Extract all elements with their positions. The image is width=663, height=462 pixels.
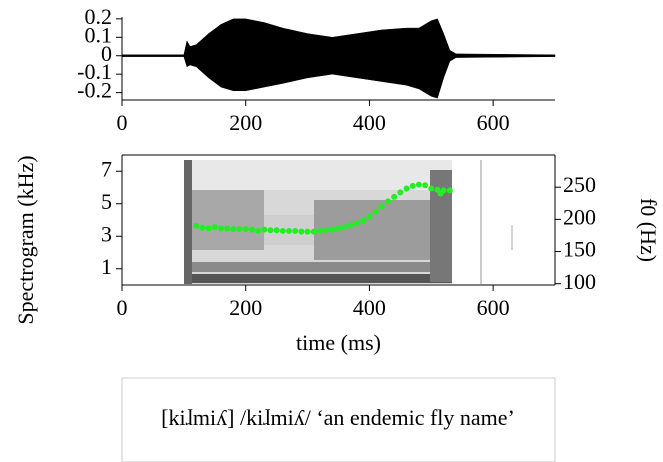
- f0-point: [242, 226, 249, 233]
- f0-point: [255, 227, 262, 234]
- y2-tick-label: 200: [563, 204, 596, 229]
- f0-point: [217, 225, 224, 232]
- f0-point: [292, 227, 299, 234]
- f0-point: [329, 226, 336, 233]
- f0-point: [199, 224, 206, 231]
- y2-tick-label: 100: [563, 269, 596, 294]
- f0-point: [193, 222, 200, 229]
- f0-point: [391, 193, 398, 200]
- f0-point: [248, 226, 255, 233]
- f0-point: [341, 224, 348, 231]
- y-tick-label: 0.1: [85, 22, 113, 47]
- f0-point: [378, 203, 385, 210]
- f0-point: [403, 185, 410, 192]
- x-tick-label: 200: [229, 110, 262, 135]
- x-tick-label: 0: [117, 110, 128, 135]
- waveform: [121, 55, 556, 99]
- y-axis-label: Spectrogram (kHz): [13, 155, 38, 324]
- x-tick-label: 600: [477, 295, 510, 320]
- f0-point: [415, 181, 422, 188]
- f0-point: [304, 228, 311, 235]
- f0-point: [347, 222, 354, 229]
- f0-point: [261, 226, 268, 233]
- f0-point: [267, 227, 274, 234]
- x-tick-label: 600: [477, 110, 510, 135]
- f0-point: [298, 228, 305, 235]
- f0-point: [446, 187, 453, 194]
- f0-point: [384, 198, 391, 205]
- f0-point: [372, 208, 379, 215]
- y-tick-label: 1: [101, 254, 112, 279]
- y-tick-label: -0.1: [77, 59, 112, 84]
- y2-tick-label: 250: [563, 172, 596, 197]
- f0-point: [316, 227, 323, 234]
- f0-point: [428, 185, 435, 192]
- f0-point: [440, 187, 447, 194]
- waveform: [121, 18, 556, 56]
- spectrogram-image: [184, 160, 513, 284]
- f0-point: [236, 226, 243, 233]
- f0-point: [205, 225, 212, 232]
- f0-point: [422, 182, 429, 189]
- f0-point: [354, 220, 361, 227]
- caption-box: [121, 377, 556, 462]
- f0-point: [335, 225, 342, 232]
- f0-point: [360, 217, 367, 224]
- f0-point: [224, 225, 231, 232]
- x-tick-label: 400: [353, 295, 386, 320]
- y2-axis-label: f0 (Hz): [636, 198, 661, 262]
- x-tick-label: 400: [353, 110, 386, 135]
- x-tick-label: 0: [117, 295, 128, 320]
- y-tick-label: -0.2: [77, 78, 112, 103]
- x-axis-label: time (ms): [296, 330, 381, 355]
- f0-point: [286, 227, 293, 234]
- caption: [kiɺmiʎ] /kiɺmiʎ/ ‘an endemic fly name’: [161, 405, 515, 430]
- x-tick-label: 200: [229, 295, 262, 320]
- f0-point: [323, 227, 330, 234]
- y-tick-label: 7: [101, 156, 112, 181]
- f0-point: [211, 224, 218, 231]
- y2-tick-label: 150: [563, 237, 596, 262]
- y-tick-label: 3: [101, 221, 112, 246]
- f0-point: [409, 182, 416, 189]
- y-tick-label: 0.2: [85, 4, 113, 29]
- y-tick-label: 5: [101, 189, 112, 214]
- f0-point: [310, 228, 317, 235]
- f0-point: [279, 227, 286, 234]
- f0-point: [273, 227, 280, 234]
- f0-point: [397, 189, 404, 196]
- y-tick-label: 0: [101, 41, 112, 66]
- f0-point: [366, 213, 373, 220]
- f0-point: [230, 226, 237, 233]
